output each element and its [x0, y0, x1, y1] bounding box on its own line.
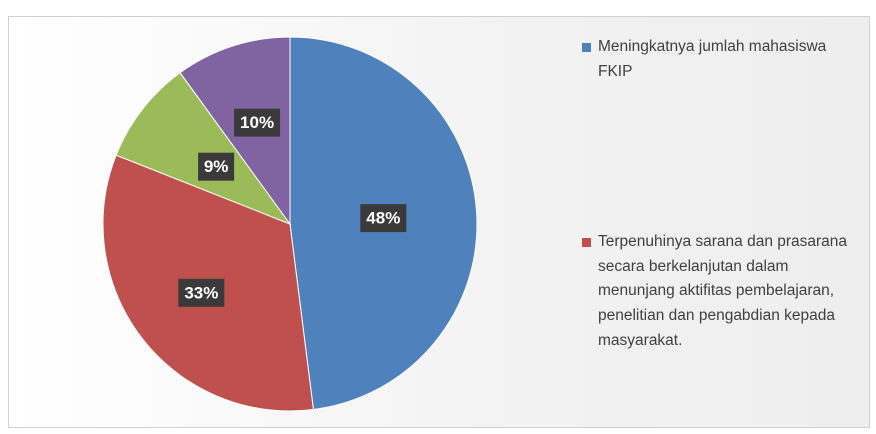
legend-swatch	[582, 43, 591, 52]
value-label-bg	[178, 278, 225, 307]
value-label: 48%	[366, 209, 400, 228]
value-label-bg	[198, 152, 235, 181]
legend-swatch	[582, 238, 591, 247]
value-label: 33%	[184, 283, 218, 302]
value-label-bg	[234, 108, 281, 137]
value-label: 9%	[204, 157, 229, 176]
legend-label: Terpenuhinya sarana dan prasarana secara…	[598, 233, 848, 349]
legend-entry: Meningkatnya jumlah mahasiswa FKIP	[582, 35, 862, 84]
value-label-bg	[360, 204, 407, 233]
legend-label: Meningkatnya jumlah mahasiswa FKIP	[598, 38, 827, 80]
pie-slice	[115, 72, 292, 226]
legend-entry: Terpenuhinya sarana dan prasarana secara…	[582, 230, 862, 354]
value-label: 10%	[240, 113, 274, 132]
